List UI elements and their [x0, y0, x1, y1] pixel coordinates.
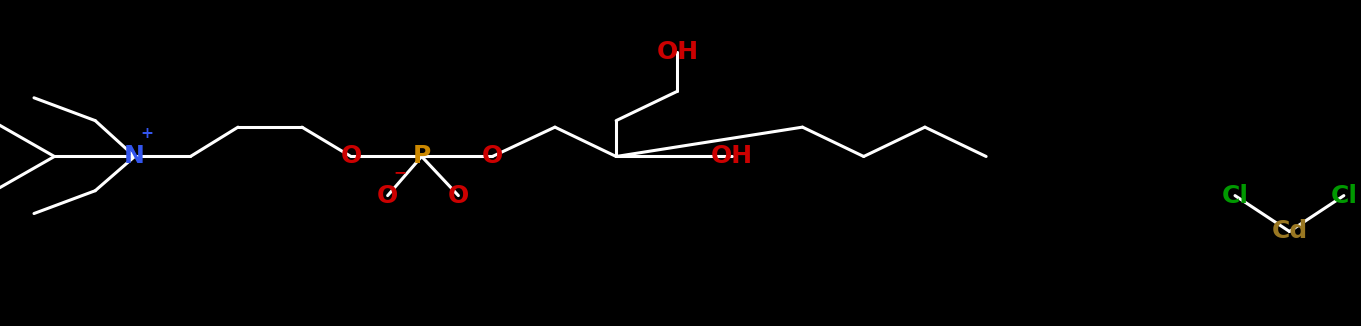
Text: OH: OH: [656, 40, 698, 64]
Text: O: O: [448, 184, 470, 208]
Text: Cd: Cd: [1271, 219, 1308, 244]
Text: +: +: [140, 126, 154, 141]
Text: O: O: [482, 144, 504, 169]
Text: −: −: [393, 165, 407, 180]
Text: O: O: [377, 184, 399, 208]
Text: Cl: Cl: [1330, 184, 1357, 208]
Text: OH: OH: [710, 144, 753, 169]
Text: N: N: [124, 144, 146, 169]
Text: Cl: Cl: [1222, 184, 1248, 208]
Text: P: P: [412, 144, 431, 169]
Text: O: O: [340, 144, 362, 169]
